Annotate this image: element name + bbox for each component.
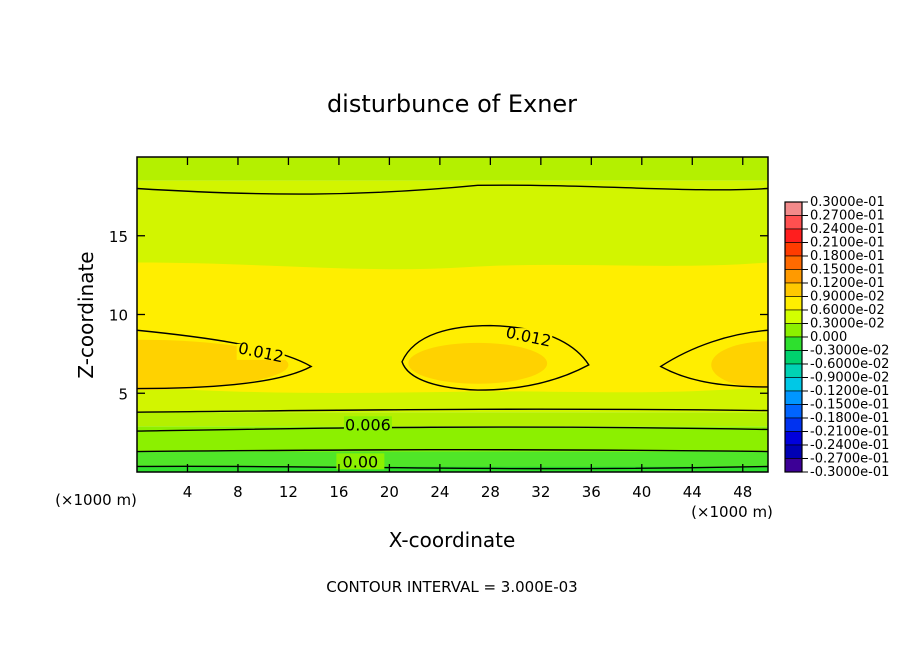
contour-label-2: 0.006 (345, 415, 391, 434)
legend-label: -0.1200e-01 (810, 384, 889, 399)
legend-swatch (784, 323, 803, 338)
legend-label: 0.9000e-02 (810, 290, 885, 305)
y-tick-label: 5 (118, 385, 128, 403)
legend-swatch (784, 363, 803, 378)
band-0.006 (137, 412, 768, 427)
legend-swatch (784, 309, 803, 324)
legend-swatch (784, 215, 803, 230)
lobe-center (408, 342, 548, 384)
legend-label: -0.1500e-01 (810, 398, 889, 413)
contour-0.009-top (137, 184, 768, 195)
x-tick-label: 32 (531, 483, 550, 501)
contour-lines (137, 184, 768, 470)
legend-label: 0.1500e-01 (810, 263, 885, 278)
x-unit-left: (×1000 m) (55, 491, 137, 509)
x-tick-label: 8 (233, 483, 243, 501)
legend-swatch (784, 296, 803, 311)
lobe-right (711, 341, 768, 389)
contour-label-bg (236, 343, 285, 360)
legend-label: 0.1800e-01 (810, 249, 885, 264)
legend-swatch (784, 390, 803, 405)
legend-swatch (784, 242, 803, 257)
legend-swatch (784, 444, 803, 459)
legend-swatch (784, 431, 803, 446)
x-tick-label: 36 (582, 483, 601, 501)
legend-label: 0.1200e-01 (810, 276, 885, 291)
contour-0.000 (137, 465, 768, 470)
x-tick-label: 20 (380, 483, 399, 501)
legend-label: 0.2100e-01 (810, 236, 885, 251)
color-legend: 0.3000e-010.2700e-010.2400e-010.2100e-01… (784, 195, 889, 480)
legend-swatch (784, 350, 803, 365)
band-0.003 (137, 426, 768, 452)
legend-swatch (784, 255, 803, 270)
legend-swatch (784, 458, 803, 473)
contour-0.012-center (401, 324, 590, 391)
contour-label-bg (343, 416, 392, 433)
x-tick-label: 16 (329, 483, 348, 501)
contour-interval-note: CONTOUR INTERVAL = 3.000E-03 (326, 578, 577, 596)
legend-label: 0.000 (810, 330, 847, 345)
legend-swatch (784, 269, 803, 284)
band-0.000 (137, 451, 768, 467)
y-tick-label: 15 (109, 228, 128, 246)
legend-label: 0.3000e-02 (810, 317, 885, 332)
contour-label-bg (336, 453, 385, 470)
legend-swatch (784, 404, 803, 419)
x-tick-label: 28 (481, 483, 500, 501)
x-tick-label: 44 (683, 483, 702, 501)
x-tick-label: 24 (430, 483, 449, 501)
legend-label: 0.2700e-01 (810, 209, 885, 224)
contour-0.012-right (659, 329, 768, 388)
legend-swatch (784, 201, 803, 216)
x-axis: 4 8 12 16 20 24 28 32 36 40 44 48 (183, 157, 752, 501)
legend-label: -0.3000e-02 (810, 344, 889, 359)
legend-label: -0.3000e-01 (810, 465, 889, 480)
legend-swatch (784, 336, 803, 351)
contour-label-3: 0.00 (343, 452, 379, 471)
region-0.012 (137, 262, 768, 393)
chart-title: disturbunce of Exner (327, 90, 577, 118)
y-tick-label: 10 (109, 307, 128, 325)
legend-swatch (784, 417, 803, 432)
legend-swatch (784, 228, 803, 243)
band-0.006-top (137, 157, 768, 181)
y-axis: 5 10 15 (109, 228, 768, 403)
band-negative (137, 466, 768, 472)
x-unit-right: (×1000 m) (691, 503, 773, 521)
y-axis-label: Z-coordinate (74, 251, 98, 378)
legend-label: 0.6000e-02 (810, 303, 885, 318)
legend-label: -0.6000e-02 (810, 357, 889, 372)
legend-swatch (784, 282, 803, 297)
contour-0.003 (137, 449, 768, 453)
legend-label: -0.2100e-01 (810, 425, 889, 440)
contour-0.012-left (137, 329, 313, 390)
legend-label: 0.3000e-01 (810, 195, 885, 210)
legend-swatch (784, 377, 803, 392)
contour-label-bg (504, 328, 553, 345)
x-tick-label: 40 (632, 483, 651, 501)
x-tick-label: 4 (183, 483, 193, 501)
legend-label: -0.2700e-01 (810, 452, 889, 467)
legend-label: -0.9000e-02 (810, 371, 889, 386)
contour-0.009 (137, 408, 768, 413)
contour-0.006 (137, 426, 768, 432)
x-axis-label: X-coordinate (389, 528, 516, 552)
legend-label: 0.2400e-01 (810, 222, 885, 237)
legend-label: -0.2400e-01 (810, 438, 889, 453)
x-tick-label: 12 (279, 483, 298, 501)
legend-label: -0.1800e-01 (810, 411, 889, 426)
x-tick-label: 48 (733, 483, 752, 501)
